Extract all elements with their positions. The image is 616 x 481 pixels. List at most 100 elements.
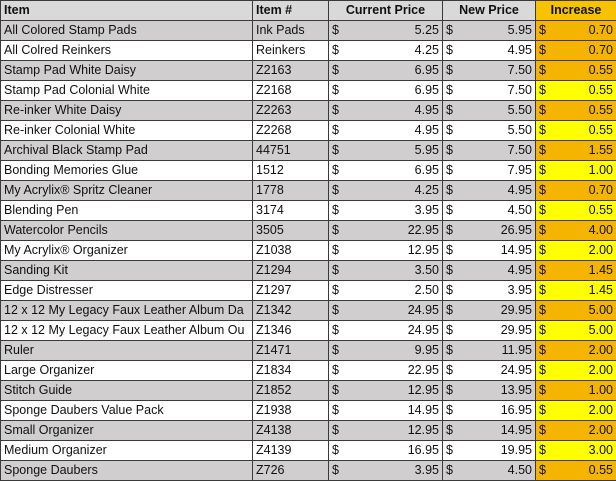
cell-item-name[interactable]: My Acrylix® Organizer	[1, 241, 253, 261]
header-item[interactable]: Item	[1, 1, 253, 21]
cell-increase[interactable]: $5.00	[536, 321, 616, 341]
cell-current-price[interactable]: $3.50	[329, 261, 443, 281]
header-current-price[interactable]: Current Price	[329, 1, 443, 21]
cell-current-price[interactable]: $6.95	[329, 81, 443, 101]
cell-new-price[interactable]: $14.95	[443, 241, 536, 261]
cell-current-price[interactable]: $24.95	[329, 301, 443, 321]
cell-item-number[interactable]: Z1297	[253, 281, 329, 301]
cell-item-name[interactable]: Edge Distresser	[1, 281, 253, 301]
cell-item-number[interactable]: Z726	[253, 461, 329, 481]
cell-new-price[interactable]: $5.95	[443, 21, 536, 41]
cell-item-number[interactable]: Z1342	[253, 301, 329, 321]
cell-new-price[interactable]: $29.95	[443, 321, 536, 341]
cell-increase[interactable]: $1.45	[536, 261, 616, 281]
cell-item-number[interactable]: 3174	[253, 201, 329, 221]
cell-item-name[interactable]: Ruler	[1, 341, 253, 361]
cell-new-price[interactable]: $4.95	[443, 41, 536, 61]
cell-current-price[interactable]: $3.95	[329, 201, 443, 221]
cell-current-price[interactable]: $4.95	[329, 121, 443, 141]
cell-current-price[interactable]: $12.95	[329, 381, 443, 401]
cell-current-price[interactable]: $24.95	[329, 321, 443, 341]
cell-current-price[interactable]: $3.95	[329, 461, 443, 481]
cell-increase[interactable]: $1.00	[536, 381, 616, 401]
cell-item-number[interactable]: 1512	[253, 161, 329, 181]
cell-item-number[interactable]: Z1834	[253, 361, 329, 381]
cell-new-price[interactable]: $14.95	[443, 421, 536, 441]
cell-new-price[interactable]: $4.95	[443, 261, 536, 281]
cell-item-number[interactable]: 3505	[253, 221, 329, 241]
header-new-price[interactable]: New Price	[443, 1, 536, 21]
cell-current-price[interactable]: $14.95	[329, 401, 443, 421]
cell-new-price[interactable]: $7.95	[443, 161, 536, 181]
cell-item-number[interactable]: Z4138	[253, 421, 329, 441]
cell-current-price[interactable]: $4.95	[329, 101, 443, 121]
cell-increase[interactable]: $0.55	[536, 461, 616, 481]
cell-current-price[interactable]: $22.95	[329, 221, 443, 241]
cell-new-price[interactable]: $26.95	[443, 221, 536, 241]
cell-current-price[interactable]: $4.25	[329, 181, 443, 201]
header-item-number[interactable]: Item #	[253, 1, 329, 21]
cell-current-price[interactable]: $16.95	[329, 441, 443, 461]
cell-item-name[interactable]: Sponge Daubers Value Pack	[1, 401, 253, 421]
cell-new-price[interactable]: $24.95	[443, 361, 536, 381]
cell-item-number[interactable]: Z1346	[253, 321, 329, 341]
cell-current-price[interactable]: $6.95	[329, 61, 443, 81]
cell-current-price[interactable]: $5.25	[329, 21, 443, 41]
cell-increase[interactable]: $2.00	[536, 341, 616, 361]
cell-new-price[interactable]: $5.50	[443, 121, 536, 141]
cell-increase[interactable]: $0.55	[536, 121, 616, 141]
cell-new-price[interactable]: $19.95	[443, 441, 536, 461]
cell-item-number[interactable]: 44751	[253, 141, 329, 161]
cell-item-name[interactable]: Medium Organizer	[1, 441, 253, 461]
cell-new-price[interactable]: $29.95	[443, 301, 536, 321]
cell-item-number[interactable]: Z1294	[253, 261, 329, 281]
cell-item-name[interactable]: All Colored Stamp Pads	[1, 21, 253, 41]
cell-item-name[interactable]: Stamp Pad Colonial White	[1, 81, 253, 101]
cell-increase[interactable]: $5.00	[536, 301, 616, 321]
cell-increase[interactable]: $0.55	[536, 101, 616, 121]
cell-item-name[interactable]: Stitch Guide	[1, 381, 253, 401]
cell-item-number[interactable]: Z1471	[253, 341, 329, 361]
cell-item-number[interactable]: Z2268	[253, 121, 329, 141]
cell-item-number[interactable]: Reinkers	[253, 41, 329, 61]
cell-item-name[interactable]: Sponge Daubers	[1, 461, 253, 481]
cell-current-price[interactable]: $2.50	[329, 281, 443, 301]
cell-new-price[interactable]: $13.95	[443, 381, 536, 401]
cell-increase[interactable]: $2.00	[536, 421, 616, 441]
cell-increase[interactable]: $0.70	[536, 41, 616, 61]
cell-current-price[interactable]: $12.95	[329, 241, 443, 261]
cell-current-price[interactable]: $9.95	[329, 341, 443, 361]
cell-current-price[interactable]: $5.95	[329, 141, 443, 161]
cell-item-number[interactable]: Z2263	[253, 101, 329, 121]
cell-new-price[interactable]: $4.95	[443, 181, 536, 201]
cell-item-name[interactable]: Re-inker Colonial White	[1, 121, 253, 141]
cell-increase[interactable]: $1.45	[536, 281, 616, 301]
cell-increase[interactable]: $4.00	[536, 221, 616, 241]
cell-item-name[interactable]: Blending Pen	[1, 201, 253, 221]
cell-increase[interactable]: $0.55	[536, 81, 616, 101]
cell-new-price[interactable]: $7.50	[443, 141, 536, 161]
cell-item-name[interactable]: Re-inker White Daisy	[1, 101, 253, 121]
cell-new-price[interactable]: $3.95	[443, 281, 536, 301]
cell-item-name[interactable]: All Colred Reinkers	[1, 41, 253, 61]
cell-item-number[interactable]: Z2163	[253, 61, 329, 81]
cell-increase[interactable]: $0.70	[536, 21, 616, 41]
cell-item-name[interactable]: Bonding Memories Glue	[1, 161, 253, 181]
cell-item-name[interactable]: My Acrylix® Spritz Cleaner	[1, 181, 253, 201]
header-increase[interactable]: Increase	[536, 1, 616, 21]
cell-new-price[interactable]: $5.50	[443, 101, 536, 121]
cell-new-price[interactable]: $4.50	[443, 201, 536, 221]
cell-increase[interactable]: $0.55	[536, 61, 616, 81]
cell-item-number[interactable]: Z4139	[253, 441, 329, 461]
cell-item-number[interactable]: Z1038	[253, 241, 329, 261]
cell-item-number[interactable]: Z2168	[253, 81, 329, 101]
cell-item-name[interactable]: Archival Black Stamp Pad	[1, 141, 253, 161]
cell-current-price[interactable]: $22.95	[329, 361, 443, 381]
cell-increase[interactable]: $1.55	[536, 141, 616, 161]
cell-increase[interactable]: $1.00	[536, 161, 616, 181]
cell-current-price[interactable]: $6.95	[329, 161, 443, 181]
cell-item-name[interactable]: 12 x 12 My Legacy Faux Leather Album Ou	[1, 321, 253, 341]
cell-new-price[interactable]: $4.50	[443, 461, 536, 481]
cell-item-name[interactable]: Stamp Pad White Daisy	[1, 61, 253, 81]
cell-new-price[interactable]: $7.50	[443, 61, 536, 81]
